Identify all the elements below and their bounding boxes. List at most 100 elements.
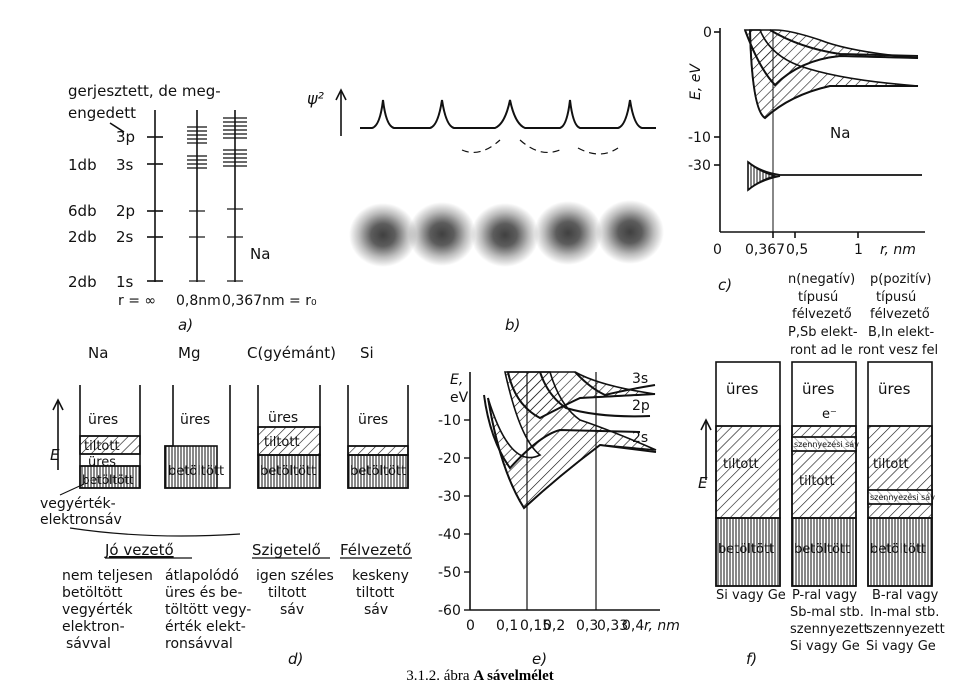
panel-b-wavefunction: ψ² b) <box>307 88 664 334</box>
e-ylabel-2: eV <box>450 390 469 406</box>
f-header-n-1: n(negatív) <box>788 272 855 287</box>
b-electron-clouds <box>349 200 664 267</box>
d-na-forbidden: tiltott <box>84 439 120 454</box>
d-desc2-line3: töltött vegy- <box>165 602 251 618</box>
figure-caption: 3.1.2. ábra A sávelmélet <box>0 668 960 685</box>
f-header-p-5: ront vesz fel <box>858 343 938 358</box>
d-group-semiconductor: Félvezető <box>340 541 411 559</box>
d-desc1-line5: sávval <box>66 636 111 652</box>
f-header-p-3: félvezető <box>870 307 930 322</box>
d-desc2-line4: érték elekt- <box>165 619 246 635</box>
d-desc1-line2: betöltött <box>62 585 123 601</box>
f-header-n-2: típusú <box>798 290 838 305</box>
d-title-si: Si <box>360 344 374 362</box>
e-xtick-04: 0,4 <box>622 618 644 634</box>
d-column-na: üres tiltott üres betöltött <box>79 385 141 489</box>
d-group-insulator: Szigetelő <box>252 541 321 559</box>
f-col2-filled: betöltött <box>794 542 850 557</box>
panel-c-band-vs-distance: 0 -10 -30 E, eV 0 0,367 0,5 1 r, nm Na c… <box>688 25 925 294</box>
d-valence-label-2: elektronsáv <box>40 512 122 528</box>
e-panel-label: e) <box>532 650 547 668</box>
f-col1-forbidden: tiltott <box>723 457 759 472</box>
f-foot3-2: In-mal stb. <box>870 605 939 620</box>
d-desc4-line3: sáv <box>364 602 388 618</box>
f-foot2-4: Si vagy Ge <box>790 639 860 654</box>
e-ytick-40: -40 <box>438 527 461 543</box>
f-foot1: Si vagy Ge <box>716 588 786 603</box>
d-mg-filled: betöltött <box>168 464 224 479</box>
d-desc1-line1: nem teljesen <box>62 568 153 584</box>
d-c-filled: betöltött <box>260 464 316 479</box>
b-ylabel: ψ² <box>307 89 325 108</box>
f-foot2-1: P-ral vagy <box>792 588 857 603</box>
d-desc2-line5: ronsávval <box>165 636 233 652</box>
e-xtick-0: 0 <box>466 618 475 634</box>
d-c-empty: üres <box>268 410 298 426</box>
a-col-label-08: 0,8nm <box>176 293 221 309</box>
f-col1-empty: üres <box>726 380 759 398</box>
f-header-n: n(negatív) típusú félvezető P,Sb elekt- … <box>788 272 858 358</box>
f-footnotes: Si vagy Ge P-ral vagy Sb-mal stb. szenny… <box>716 588 945 654</box>
e-xtick-01: 0,1 <box>496 618 518 634</box>
d-desc2-line2: üres és be- <box>165 585 243 601</box>
a-level-3p: 3p <box>116 128 135 146</box>
f-foot2-3: szennyezett <box>790 622 869 637</box>
d-desc1-line3: vegyérték <box>62 602 134 618</box>
f-col1-filled: betöltött <box>718 542 774 557</box>
e-xtick-02: 0,2 <box>543 618 565 634</box>
e-label-2p: 2p <box>632 398 650 414</box>
caption-number: 3.1.2. ábra <box>406 668 470 684</box>
c-ytick-30: -30 <box>688 158 711 174</box>
a-count-3s: 1db <box>68 156 97 174</box>
e-label-2s: 2s <box>632 430 648 446</box>
d-column-c: üres tiltott betöltött <box>257 385 321 489</box>
e-ytick-20: -20 <box>438 451 461 467</box>
f-col3-filled: betöltött <box>870 542 926 557</box>
f-col2-empty: üres <box>802 380 835 398</box>
a-count-2p: 6db <box>68 202 97 220</box>
f-header-p: p(pozitív) típusú félvezető B,In elekt- … <box>858 272 938 358</box>
a-count-2s: 2db <box>68 228 97 246</box>
d-desc4-line1: keskeny <box>352 568 409 584</box>
a-element-label: Na <box>250 245 270 263</box>
d-group-good-conductor: Jó vezető <box>104 541 174 559</box>
c-xtick-1: 1 <box>854 242 863 258</box>
f-col2-forbidden: tiltott <box>799 474 835 489</box>
c-core-band <box>747 160 779 192</box>
a-level-3s: 3s <box>116 156 134 174</box>
c-xtick-0367: 0,367 <box>745 242 785 258</box>
d-column-si: üres betöltött <box>347 385 409 489</box>
d-title-na: Na <box>88 344 108 362</box>
d-na-empty-lower: üres <box>88 455 116 470</box>
c-xlabel: r, nm <box>880 242 916 258</box>
d-descriptions: nem teljesen betöltött vegyérték elektro… <box>62 568 409 652</box>
d-desc3-line3: sáv <box>280 602 304 618</box>
f-e-label: E <box>698 474 708 492</box>
f-panel-label: f) <box>746 650 757 668</box>
e-ytick-50: -50 <box>438 565 461 581</box>
f-header-n-4: P,Sb elekt- <box>788 325 858 340</box>
d-desc3-line2: tiltott <box>268 585 307 601</box>
f-header-p-2: típusú <box>876 290 916 305</box>
c-panel-label: c) <box>718 276 732 294</box>
a-count-1s: 2db <box>68 273 97 291</box>
d-si-filled: betöltött <box>350 464 406 479</box>
a-level-1s: 1s <box>116 273 134 291</box>
f-header-p-4: B,In elekt- <box>868 325 934 340</box>
c-ylabel: E, eV <box>688 63 704 100</box>
c-ytick-10: -10 <box>688 130 711 146</box>
panel-d-band-comparison: Na Mg C(gyémánt) Si E üres tiltott üres … <box>40 344 412 668</box>
e-ytick-30: -30 <box>438 489 461 505</box>
b-overlap-dashes <box>461 139 619 155</box>
c-xtick-0: 0 <box>713 242 722 258</box>
f-col2-impurity: szennyezési sáv <box>794 439 859 449</box>
e-ytick-10: -10 <box>438 413 461 429</box>
d-mg-empty: üres <box>180 412 210 428</box>
e-ytick-60: -60 <box>438 603 461 619</box>
d-c-forbidden: tiltott <box>264 435 300 450</box>
panel-e-band-diagram: E, eV -10 -20 -30 -40 -50 -60 0 0,1 0,15… <box>438 371 680 668</box>
c-ytick-0: 0 <box>703 25 712 41</box>
f-column-p-type: üres tiltott szennyezési sáv betöltött <box>867 361 935 587</box>
f-column-intrinsic: üres tiltott betöltött <box>715 361 781 587</box>
